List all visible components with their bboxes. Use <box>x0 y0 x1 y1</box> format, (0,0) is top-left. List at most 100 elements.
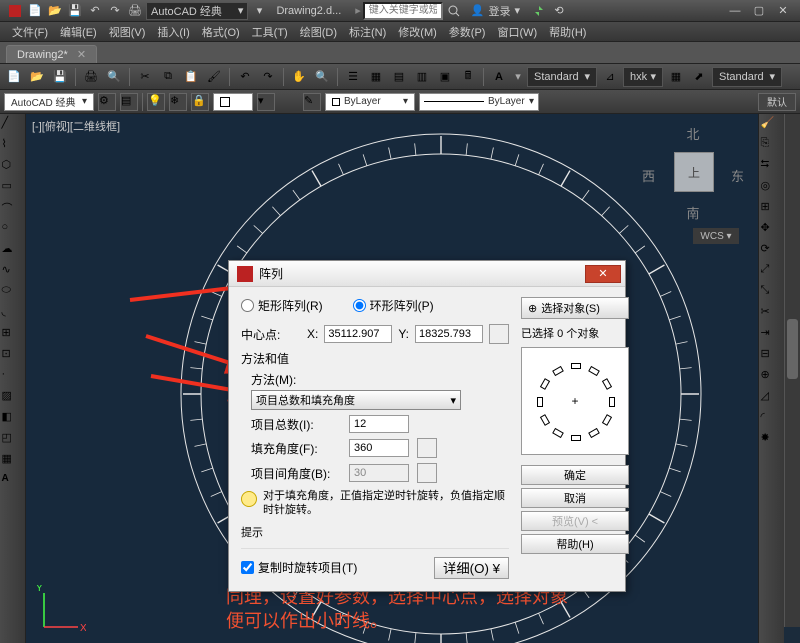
markup-btn[interactable]: ▣ <box>435 67 455 87</box>
preview-button[interactable]: 预览(V) < <box>521 511 629 531</box>
offset-icon[interactable]: ◎ <box>761 179 783 199</box>
cube-face[interactable]: 上 <box>674 152 714 192</box>
preview-btn[interactable]: 🔍 <box>104 67 124 87</box>
paste-btn[interactable]: 📋 <box>181 67 201 87</box>
dim-btn[interactable]: ⊿ <box>600 67 620 87</box>
cube-north[interactable]: 北 <box>686 124 699 143</box>
explode-icon[interactable]: ✸ <box>761 431 783 451</box>
rect-array-radio[interactable]: 矩形阵列(R) <box>241 297 323 314</box>
workspace-combo[interactable]: AutoCAD 经典▾ <box>4 93 94 111</box>
table-icon[interactable]: ▦ <box>2 452 24 472</box>
cube-south[interactable]: 南 <box>686 203 699 222</box>
cube-west[interactable]: 西 <box>642 166 655 185</box>
circle-icon[interactable]: ○ <box>2 221 24 241</box>
menu-insert[interactable]: 插入(I) <box>153 24 193 40</box>
exchange-icon[interactable] <box>530 2 548 20</box>
region-icon[interactable]: ◰ <box>2 431 24 451</box>
point-icon[interactable]: · <box>2 368 24 388</box>
text-dd-icon[interactable]: ▾ <box>512 70 524 83</box>
ok-button[interactable]: 确定 <box>521 465 629 485</box>
color-dropdown[interactable] <box>213 93 253 111</box>
dialog-title-bar[interactable]: 阵列 ✕ <box>229 261 625 287</box>
menu-help[interactable]: 帮助(H) <box>545 24 590 40</box>
redo-icon[interactable]: ↷ <box>106 2 124 20</box>
app-icon[interactable] <box>6 2 24 20</box>
menu-dim[interactable]: 标注(N) <box>345 24 390 40</box>
ellipse-icon[interactable]: ⬭ <box>2 284 24 304</box>
new-btn[interactable]: 📄 <box>4 67 24 87</box>
polar-array-radio[interactable]: 环形阵列(P) <box>353 297 434 314</box>
polygon-icon[interactable]: ⬡ <box>2 158 24 178</box>
new-icon[interactable]: 📄 <box>26 2 44 20</box>
menu-edit[interactable]: 编辑(E) <box>56 24 101 40</box>
break-icon[interactable]: ⊟ <box>761 347 783 367</box>
save-icon[interactable]: 💾 <box>66 2 84 20</box>
table-btn[interactable]: ▦ <box>666 67 686 87</box>
cube-east[interactable]: 东 <box>731 166 744 185</box>
open-icon[interactable]: 📂 <box>46 2 64 20</box>
layer-icon-2[interactable]: ❄ <box>169 93 187 111</box>
menu-modify[interactable]: 修改(M) <box>394 24 441 40</box>
trim-icon[interactable]: ✂ <box>761 305 783 325</box>
print-btn[interactable]: 🖨 <box>81 67 101 87</box>
erase-icon[interactable]: 🧹 <box>761 116 783 136</box>
fillet-icon[interactable]: ◜ <box>761 410 783 430</box>
extend-icon[interactable]: ⇥ <box>761 326 783 346</box>
layer-btn[interactable]: ▾ <box>257 93 275 111</box>
pick-fill-icon[interactable] <box>417 438 437 458</box>
linetype-dropdown[interactable]: ByLayer▾ <box>419 93 539 111</box>
center-y-input[interactable]: 18325.793 <box>415 325 483 343</box>
block-icon[interactable]: ⊡ <box>2 347 24 367</box>
dc-btn[interactable]: ▦ <box>366 67 386 87</box>
zoom-btn[interactable]: 🔍 <box>312 67 332 87</box>
cloud-icon[interactable]: ⟲ <box>550 2 568 20</box>
layer-dropdown[interactable]: ByLayer▾ <box>325 93 415 111</box>
pan-btn[interactable]: ✋ <box>289 67 309 87</box>
join-icon[interactable]: ⊕ <box>761 368 783 388</box>
vertical-scrollbar[interactable] <box>784 114 800 627</box>
ellipse-arc-icon[interactable]: ◟ <box>2 305 24 325</box>
ws-settings-icon[interactable]: ⚙ <box>98 93 116 111</box>
menu-draw[interactable]: 绘图(D) <box>296 24 341 40</box>
sheet-btn[interactable]: ▥ <box>412 67 432 87</box>
dimstyle-dropdown[interactable]: hxk▾ <box>623 67 663 87</box>
minimize-icon[interactable]: — <box>724 2 746 20</box>
select-objects-button[interactable]: ⊕ 选择对象(S) <box>521 297 629 319</box>
menu-file[interactable]: 文件(F) <box>8 24 52 40</box>
rect-icon[interactable]: ▭ <box>2 179 24 199</box>
mleader-btn[interactable]: ⬈ <box>689 67 709 87</box>
scale-icon[interactable]: ⤢ <box>761 263 783 283</box>
match-btn[interactable]: 🖌 <box>204 67 224 87</box>
count-input[interactable]: 12 <box>349 415 409 433</box>
rotate-icon[interactable]: ⟳ <box>761 242 783 262</box>
tool-palette-btn[interactable]: ▤ <box>389 67 409 87</box>
chamfer-icon[interactable]: ◿ <box>761 389 783 409</box>
qat-more-icon[interactable]: ▾ <box>250 2 268 20</box>
default-button[interactable]: 默认 <box>758 93 796 111</box>
mirror-icon[interactable]: ⮀ <box>761 158 783 178</box>
layer-tool-icon[interactable]: ✎ <box>303 93 321 111</box>
props-btn[interactable]: ☰ <box>343 67 363 87</box>
pick-incr-icon[interactable] <box>417 463 437 483</box>
cut-btn[interactable]: ✂ <box>135 67 155 87</box>
layer-icon-1[interactable]: 💡 <box>147 93 165 111</box>
stretch-icon[interactable]: ⤡ <box>761 284 783 304</box>
tab-close-icon[interactable]: ✕ <box>77 49 86 61</box>
rotate-checkbox[interactable]: 复制时旋转项目(T) <box>241 559 357 576</box>
wcs-label[interactable]: WCS ▾ <box>693 228 739 244</box>
scroll-thumb[interactable] <box>787 319 798 379</box>
layer-icon-3[interactable]: 🔒 <box>191 93 209 111</box>
layer-props-icon[interactable]: ▤ <box>120 93 138 111</box>
open-btn[interactable]: 📂 <box>27 67 47 87</box>
menu-tools[interactable]: 工具(T) <box>248 24 292 40</box>
revcloud-icon[interactable]: ☁ <box>2 242 24 262</box>
textstyle-dropdown[interactable]: Standard▾ <box>527 67 597 87</box>
close-icon[interactable]: ✕ <box>772 2 794 20</box>
dialog-close-icon[interactable]: ✕ <box>585 265 621 283</box>
hatch-icon[interactable]: ▨ <box>2 389 24 409</box>
menu-format[interactable]: 格式(O) <box>198 24 244 40</box>
gradient-icon[interactable]: ◧ <box>2 410 24 430</box>
line-icon[interactable]: ╱ <box>2 116 24 136</box>
save-btn[interactable]: 💾 <box>50 67 70 87</box>
menu-view[interactable]: 视图(V) <box>105 24 150 40</box>
